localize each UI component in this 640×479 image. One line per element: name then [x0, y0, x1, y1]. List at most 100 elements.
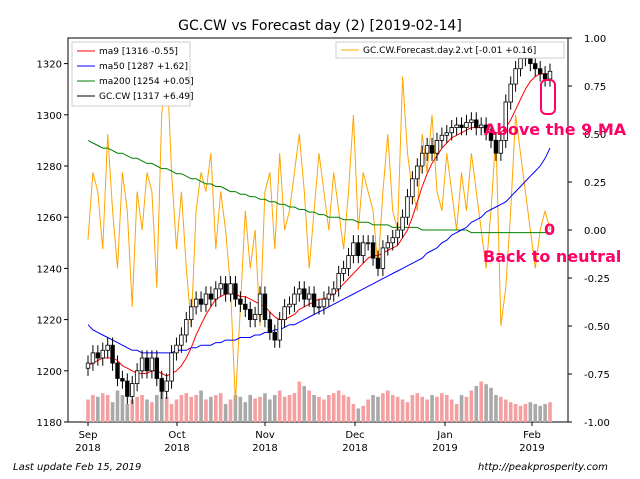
ma9-line [87, 73, 550, 377]
footer-url: http://peakprosperity.com [478, 462, 608, 473]
volume-bar [503, 399, 508, 422]
candle-body [410, 178, 415, 198]
candle-body [429, 145, 435, 154]
volume-bar [228, 399, 233, 422]
candle-body [316, 306, 322, 309]
volume-bar [194, 395, 198, 422]
volume-bar [96, 396, 100, 422]
candle-body [193, 298, 199, 308]
y-left-tick-label: 1180 [37, 418, 62, 429]
volume-bar [199, 390, 203, 422]
candle-body [513, 68, 518, 85]
y-right-tick-label: 0.50 [584, 130, 606, 141]
candle-body [223, 283, 228, 295]
volume-bar [341, 395, 346, 422]
candle-body [218, 283, 223, 290]
volume-bar [489, 387, 493, 422]
y-right-tick-label: 0.25 [584, 178, 606, 189]
volume-bar [86, 399, 90, 422]
candle-body [459, 124, 464, 129]
candle-body [326, 293, 332, 300]
volume-bar [327, 395, 331, 422]
candle-body [134, 370, 140, 384]
volume-bar [287, 395, 292, 422]
volume-bar [169, 404, 174, 422]
y-left-tick-label: 1320 [37, 60, 62, 71]
volume-bar [292, 393, 297, 422]
legend-right: GC.CW.Forecast.day.2.vt [-0.01 +0.16] [335, 41, 565, 59]
candle-body [483, 124, 489, 134]
candle-body [508, 83, 513, 103]
x-tick-label: Oct 2018 [164, 430, 189, 454]
candle-body [213, 288, 218, 300]
candle-body [331, 288, 336, 295]
candle-body [90, 352, 96, 364]
volume-bar [100, 393, 105, 422]
volume-bar [464, 396, 469, 422]
candle-body [164, 380, 169, 392]
volume-bar [174, 399, 179, 422]
candle-body [336, 273, 341, 290]
volume-bar [376, 396, 380, 422]
candle-body [488, 132, 494, 141]
volume-bar [425, 399, 429, 422]
candle-body [100, 349, 105, 359]
y-right-tick-label: 0.75 [584, 82, 606, 93]
volume-bar [277, 390, 282, 422]
candle-body [380, 247, 386, 269]
volume-bar [253, 398, 257, 422]
volume-bar [164, 396, 169, 422]
candle-body [139, 357, 145, 372]
volume-bar [523, 404, 528, 422]
candle-body [267, 319, 273, 333]
y-right-tick-label: -0.25 [584, 274, 610, 285]
candle-body [537, 68, 543, 75]
volume-bar [312, 395, 316, 422]
volume-bar [381, 393, 385, 422]
candle-body [346, 255, 351, 269]
legend-left: ma9 [1316 -0.55] ma50 [1287 +1.62] ma200… [71, 41, 194, 107]
candle-body [365, 242, 371, 245]
ma200-series [87, 139, 550, 234]
volume-bar [248, 395, 252, 422]
candle-body [130, 383, 135, 397]
candle-body [356, 242, 361, 257]
volume-bar [110, 402, 115, 422]
volume-bar [213, 395, 218, 422]
volume-bar [499, 396, 503, 422]
candle-body [439, 134, 445, 141]
candle-body [474, 119, 479, 128]
volume-bar [474, 386, 479, 422]
candle-body [105, 344, 110, 351]
candle-body [302, 288, 307, 300]
volume-bar [351, 404, 356, 422]
volume-bar [533, 404, 538, 422]
candle-body [390, 237, 395, 244]
y-left-tick-label: 1240 [37, 264, 62, 275]
candle-body [154, 357, 160, 379]
y-right-tick-label: 0.00 [584, 226, 606, 237]
volume-bar [218, 393, 223, 422]
y-right-tick-label: -0.50 [584, 322, 610, 333]
candle-body [444, 132, 449, 136]
candle-body [159, 378, 164, 392]
volume-bar [140, 395, 144, 422]
volume-bar [444, 395, 449, 422]
volume-bar [420, 396, 425, 422]
candle-body [533, 63, 538, 70]
candle-body [503, 101, 508, 141]
x-tick-label: Nov 2018 [252, 430, 277, 454]
volume-bar [449, 399, 454, 422]
candle-body [282, 306, 287, 320]
chart-title: GC.CW vs Forecast day (2) [2019-02-14] [178, 18, 462, 34]
volume-bar [331, 393, 336, 422]
volume-bar [179, 395, 184, 422]
volume-bar [366, 399, 370, 422]
volume-bar [155, 395, 159, 422]
candle-body [306, 293, 312, 300]
volume-bar [508, 402, 513, 422]
candle-body [434, 139, 440, 154]
axes: 1180 1200 1220 1240 1260 1280 1300 1320 -1.00 -0.… [37, 34, 610, 454]
y-left-tick-label: 1280 [37, 162, 62, 173]
